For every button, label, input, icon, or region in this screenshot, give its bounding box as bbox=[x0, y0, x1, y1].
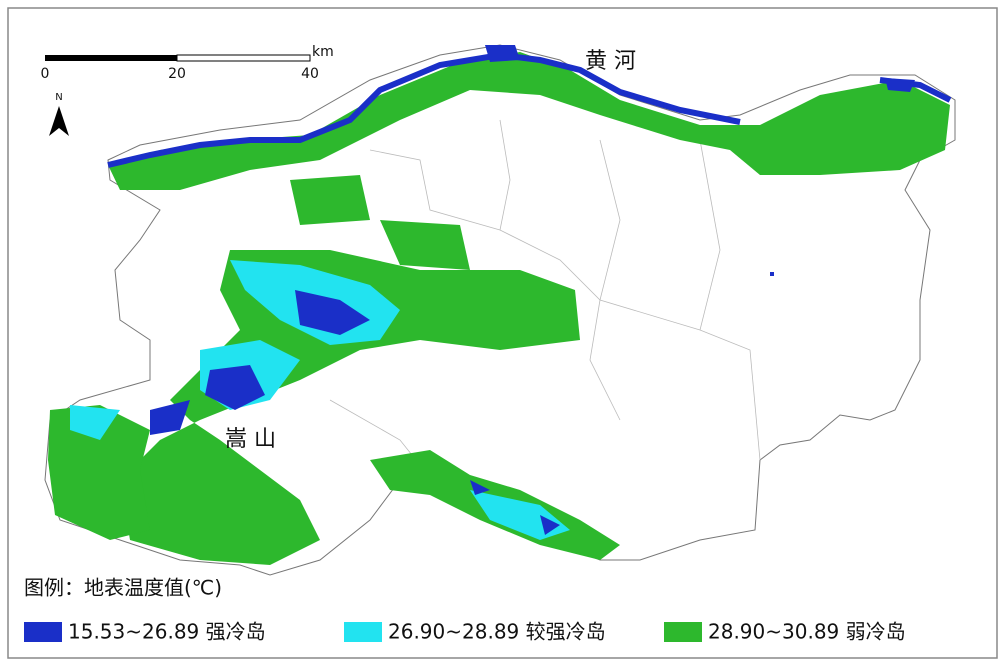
scale-tick-label: 40 bbox=[301, 66, 319, 82]
scale-unit: km bbox=[312, 44, 334, 60]
mountain-label: 嵩 山 bbox=[225, 427, 276, 452]
scale-tick-label: 20 bbox=[168, 66, 186, 82]
legend-label: 15.53~26.89 强冷岛 bbox=[68, 620, 266, 644]
legend-swatch bbox=[664, 622, 702, 642]
scale-tick-label: 0 bbox=[41, 66, 50, 82]
river-label: 黄 河 bbox=[585, 49, 636, 74]
legend-title: 图例：地表温度值(℃) bbox=[24, 576, 222, 600]
north-label: N bbox=[55, 92, 62, 103]
patch bbox=[770, 272, 774, 276]
legend-swatch bbox=[24, 622, 62, 642]
north-arrow bbox=[49, 106, 69, 136]
legend: 15.53~26.89 强冷岛 26.90~28.89 较强冷岛 28.90~30.… bbox=[24, 620, 906, 644]
patch bbox=[108, 52, 950, 190]
patch bbox=[48, 405, 150, 540]
scale-bar-segment bbox=[45, 55, 177, 61]
legend-swatch bbox=[344, 622, 382, 642]
legend-label: 28.90~30.89 弱冷岛 bbox=[708, 620, 906, 644]
scale-bar-segment bbox=[176, 54, 311, 62]
patch bbox=[120, 250, 580, 565]
patch bbox=[290, 175, 470, 270]
legend-label: 26.90~28.89 较强冷岛 bbox=[388, 620, 606, 644]
cold-island-patches bbox=[48, 45, 952, 565]
